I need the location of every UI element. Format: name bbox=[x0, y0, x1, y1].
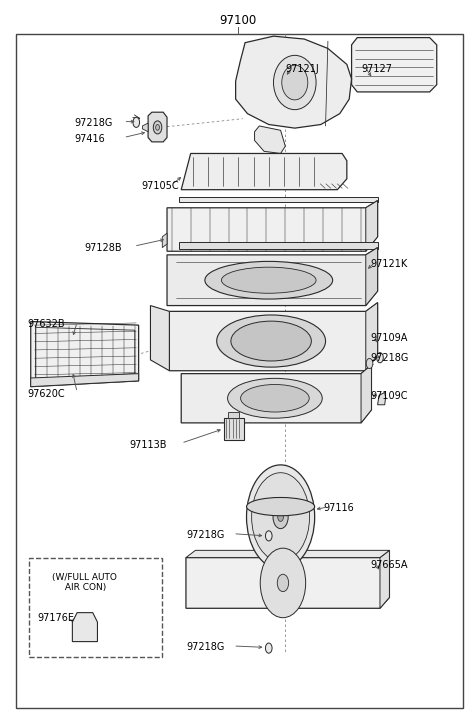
Circle shape bbox=[153, 121, 162, 134]
Text: 97632B: 97632B bbox=[28, 318, 65, 329]
Text: 97127: 97127 bbox=[361, 65, 392, 74]
Ellipse shape bbox=[274, 55, 316, 110]
Ellipse shape bbox=[231, 321, 311, 361]
Ellipse shape bbox=[247, 497, 315, 515]
Text: 97620C: 97620C bbox=[28, 389, 65, 399]
Text: 97109C: 97109C bbox=[370, 391, 408, 401]
Circle shape bbox=[273, 505, 288, 529]
Polygon shape bbox=[72, 613, 98, 642]
Circle shape bbox=[156, 124, 159, 130]
Polygon shape bbox=[162, 233, 167, 248]
Text: 97218G: 97218G bbox=[75, 118, 113, 128]
Ellipse shape bbox=[205, 262, 333, 299]
Polygon shape bbox=[352, 38, 437, 92]
Polygon shape bbox=[181, 365, 371, 423]
Polygon shape bbox=[169, 302, 377, 371]
Polygon shape bbox=[167, 201, 377, 252]
Text: 97109A: 97109A bbox=[370, 333, 408, 343]
Polygon shape bbox=[236, 36, 352, 128]
Polygon shape bbox=[186, 550, 389, 608]
Polygon shape bbox=[167, 248, 377, 305]
Polygon shape bbox=[142, 123, 148, 132]
Circle shape bbox=[377, 353, 383, 363]
Text: 97218G: 97218G bbox=[370, 353, 409, 363]
Polygon shape bbox=[179, 197, 377, 202]
Text: 97416: 97416 bbox=[75, 134, 106, 144]
Text: (W/FULL AUTO
 AIR CON): (W/FULL AUTO AIR CON) bbox=[52, 573, 117, 592]
Polygon shape bbox=[377, 393, 386, 405]
Polygon shape bbox=[228, 412, 239, 418]
Text: 97105C: 97105C bbox=[141, 181, 178, 191]
Circle shape bbox=[278, 513, 283, 521]
Text: 97116: 97116 bbox=[323, 503, 354, 513]
Text: 97176E: 97176E bbox=[37, 614, 74, 624]
Polygon shape bbox=[361, 365, 371, 423]
Text: 97100: 97100 bbox=[219, 14, 257, 27]
Bar bbox=[29, 558, 162, 656]
Text: 97218G: 97218G bbox=[186, 530, 224, 540]
Circle shape bbox=[278, 574, 288, 592]
Polygon shape bbox=[150, 305, 169, 371]
Circle shape bbox=[252, 473, 309, 561]
Ellipse shape bbox=[282, 65, 308, 100]
Text: 97113B: 97113B bbox=[129, 440, 167, 449]
Polygon shape bbox=[366, 302, 377, 371]
Polygon shape bbox=[366, 248, 377, 305]
Circle shape bbox=[266, 531, 272, 541]
Circle shape bbox=[133, 117, 139, 127]
Polygon shape bbox=[224, 418, 244, 440]
Polygon shape bbox=[255, 126, 285, 153]
Polygon shape bbox=[380, 550, 389, 608]
Text: 97665A: 97665A bbox=[370, 560, 408, 570]
Ellipse shape bbox=[240, 385, 309, 412]
Circle shape bbox=[366, 358, 373, 369]
Polygon shape bbox=[181, 153, 347, 190]
Text: 97121J: 97121J bbox=[285, 65, 319, 74]
Polygon shape bbox=[186, 550, 389, 558]
Polygon shape bbox=[148, 112, 167, 142]
Circle shape bbox=[247, 465, 315, 569]
Polygon shape bbox=[31, 321, 139, 387]
Polygon shape bbox=[179, 242, 377, 249]
Polygon shape bbox=[366, 201, 377, 252]
Polygon shape bbox=[31, 374, 139, 387]
Circle shape bbox=[266, 643, 272, 653]
Ellipse shape bbox=[228, 378, 322, 418]
Ellipse shape bbox=[217, 315, 326, 367]
Circle shape bbox=[260, 548, 306, 618]
Text: 97218G: 97218G bbox=[186, 643, 224, 652]
Text: 97128B: 97128B bbox=[84, 243, 122, 252]
Ellipse shape bbox=[221, 268, 316, 293]
Text: 97121K: 97121K bbox=[370, 259, 408, 268]
